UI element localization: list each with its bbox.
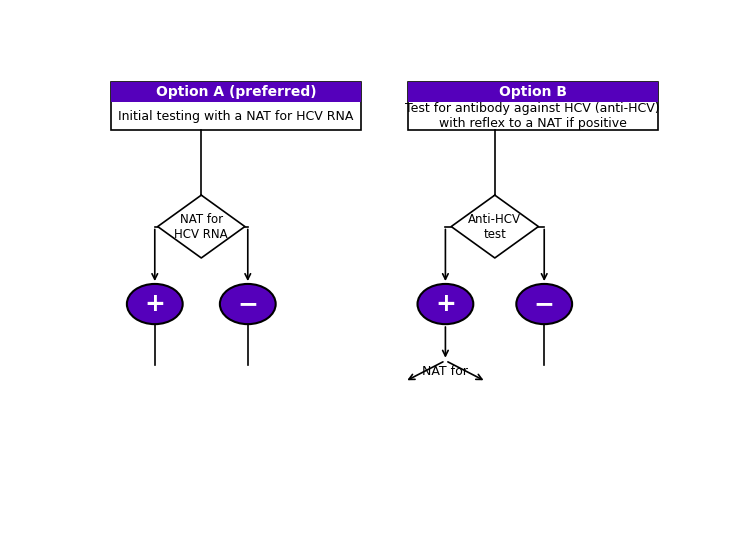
Text: NAT for: NAT for — [422, 365, 468, 378]
Text: Option A (preferred): Option A (preferred) — [156, 85, 316, 99]
Text: −: − — [237, 292, 258, 316]
Circle shape — [220, 284, 276, 324]
Text: −: − — [534, 292, 555, 316]
Text: Anti-HCV
test: Anti-HCV test — [468, 213, 521, 240]
Text: Option B: Option B — [499, 85, 566, 99]
Text: Test for antibody against HCV (anti-HCV)
with reflex to a NAT if positive: Test for antibody against HCV (anti-HCV)… — [405, 102, 660, 130]
Circle shape — [127, 284, 183, 324]
Bar — [408, 82, 658, 102]
Bar — [408, 82, 658, 130]
Text: +: + — [435, 292, 456, 316]
Bar — [111, 82, 362, 130]
Bar — [111, 82, 362, 102]
Circle shape — [516, 284, 572, 324]
Circle shape — [418, 284, 473, 324]
Text: +: + — [144, 292, 165, 316]
Text: NAT for
HCV RNA: NAT for HCV RNA — [175, 213, 228, 240]
Text: Initial testing with a NAT for HCV RNA: Initial testing with a NAT for HCV RNA — [118, 110, 354, 123]
